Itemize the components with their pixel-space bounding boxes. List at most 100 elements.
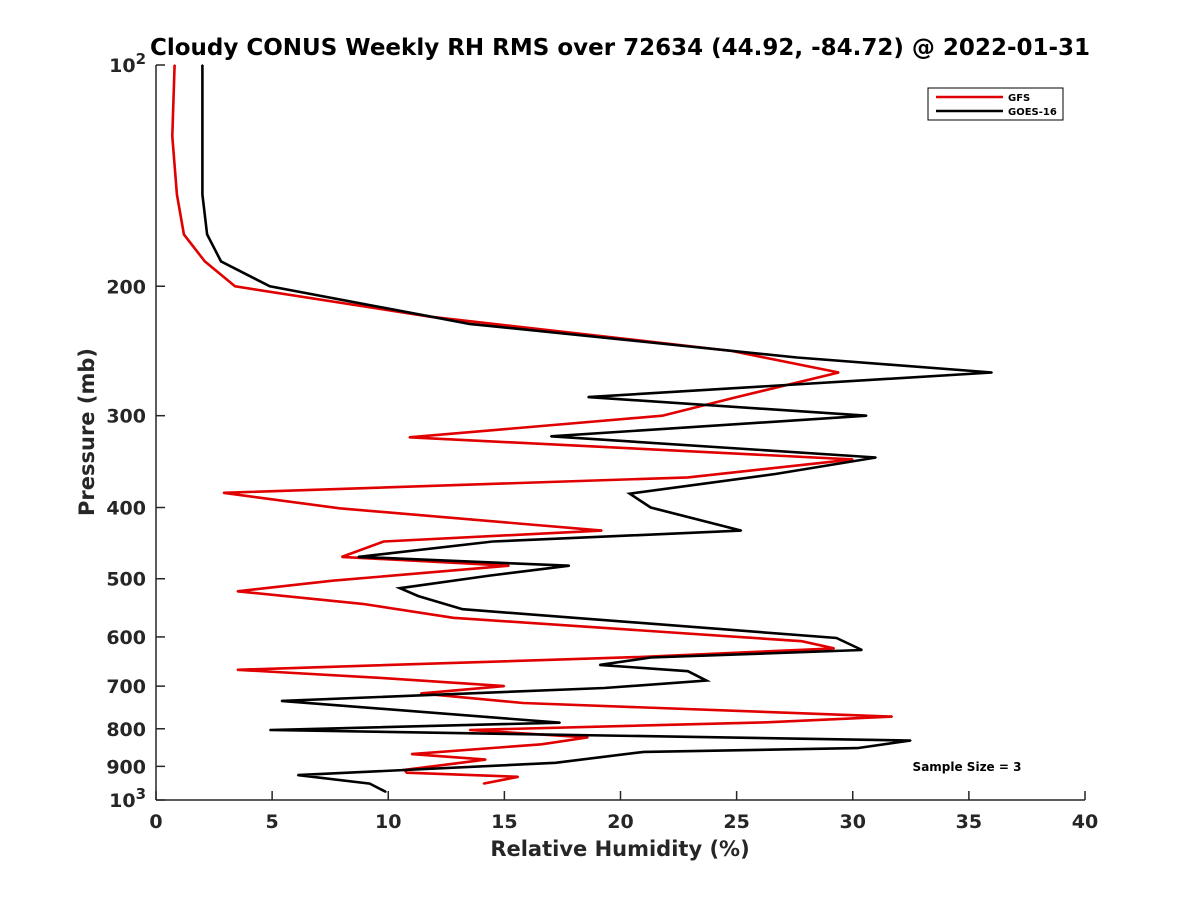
data-point-goes-16-0 — [201, 64, 204, 66]
data-point-goes-16-32 — [559, 721, 561, 724]
x-tick-label: 35 — [956, 811, 982, 833]
data-point-goes-16-24 — [835, 637, 838, 639]
data-point-goes-16-28 — [687, 670, 689, 672]
data-point-gfs-32 — [891, 715, 893, 718]
data-point-gfs-25 — [833, 647, 835, 650]
data-point-gfs-27 — [236, 669, 239, 671]
data-point-gfs-4 — [204, 260, 206, 263]
data-point-gfs-0 — [173, 64, 176, 66]
x-tick-label: 0 — [149, 811, 162, 833]
data-point-gfs-34 — [468, 729, 471, 731]
legend: GFS GOES-16 — [927, 87, 1064, 121]
data-point-gfs-20 — [331, 579, 334, 582]
y-tick-label: 300 — [106, 406, 146, 428]
series-gfs — [170, 64, 893, 785]
data-point-gfs-21 — [236, 590, 239, 593]
data-point-goes-16-26 — [649, 656, 652, 659]
data-point-goes-16-19 — [568, 564, 571, 567]
sample-size-annotation: Sample Size = 3 — [913, 760, 1022, 774]
data-point-goes-16-37 — [554, 762, 557, 764]
data-point-gfs-8 — [838, 371, 840, 374]
x-axis-ticks: 0 5 10 15 20 25 30 35 40 — [149, 791, 1098, 833]
data-point-gfs-41 — [517, 776, 520, 778]
y-tick-label: 400 — [106, 498, 146, 520]
data-point-gfs-13 — [687, 476, 689, 479]
x-tick-label: 25 — [723, 811, 749, 833]
data-point-goes-16-14 — [629, 492, 631, 495]
data-point-goes-16-16 — [740, 529, 743, 532]
data-point-gfs-29 — [503, 685, 506, 687]
data-point-gfs-17 — [382, 540, 385, 543]
data-point-goes-16-10 — [865, 414, 868, 417]
data-point-goes-16-34 — [910, 739, 912, 742]
legend-box — [927, 87, 1064, 121]
y-tick-label: 700 — [106, 676, 146, 698]
data-point-gfs-31 — [522, 702, 524, 704]
data-point-goes-16-33 — [269, 729, 271, 731]
series-line-goes-16 — [201, 65, 993, 794]
data-point-gfs-37 — [410, 753, 413, 755]
data-point-goes-16-13 — [775, 473, 777, 475]
data-point-goes-16-15 — [649, 506, 652, 509]
y-tick-label: 200 — [106, 276, 146, 298]
y-tick-label: 900 — [106, 756, 146, 778]
data-point-goes-16-7 — [796, 356, 798, 359]
chart-title: Cloudy CONUS Weekly RH RMS over 72634 (4… — [150, 35, 1090, 61]
data-point-gfs-30 — [420, 692, 422, 695]
series-goes-16 — [201, 64, 993, 794]
data-point-goes-16-9 — [587, 396, 589, 398]
data-point-goes-16-2 — [201, 193, 204, 196]
data-point-gfs-10 — [661, 414, 664, 417]
data-point-gfs-18 — [341, 556, 343, 558]
series-line-gfs — [170, 64, 893, 785]
data-point-goes-16-1 — [201, 135, 204, 137]
series-layer — [170, 64, 993, 794]
data-point-goes-16-23 — [461, 608, 464, 610]
x-tick-label: 30 — [840, 811, 866, 833]
data-point-goes-16-8 — [991, 371, 993, 374]
legend-label-gfs: GFS — [1008, 93, 1030, 104]
y-axis-ticks: 102 200 300 400 500 600 700 800 900 103 — [106, 50, 165, 812]
data-point-gfs-38 — [485, 758, 487, 761]
y-tick-label: 500 — [106, 569, 146, 591]
data-point-gfs-11 — [408, 436, 411, 439]
data-point-goes-16-4 — [220, 260, 222, 263]
data-point-gfs-15 — [338, 507, 341, 510]
data-point-goes-16-20 — [489, 574, 492, 577]
data-point-gfs-2 — [176, 193, 178, 196]
data-point-goes-16-35 — [856, 747, 859, 749]
data-point-gfs-42 — [482, 782, 485, 785]
data-point-gfs-16 — [601, 529, 603, 532]
data-point-goes-16-36 — [642, 751, 645, 753]
data-point-gfs-33 — [766, 721, 768, 724]
x-tick-label: 5 — [266, 811, 279, 833]
data-point-gfs-12 — [852, 458, 854, 461]
data-point-gfs-28 — [378, 677, 380, 679]
data-point-gfs-36 — [540, 743, 543, 746]
data-point-goes-16-25 — [861, 649, 863, 651]
data-point-gfs-14 — [222, 492, 225, 494]
data-point-gfs-1 — [171, 135, 174, 137]
data-point-goes-16-22 — [417, 595, 420, 597]
data-point-gfs-23 — [452, 617, 455, 619]
data-point-gfs-40 — [406, 771, 408, 774]
data-point-gfs-26 — [638, 656, 640, 658]
data-point-goes-16-40 — [385, 791, 387, 793]
data-point-goes-16-18 — [357, 556, 359, 558]
data-point-goes-16-6 — [468, 323, 471, 325]
data-point-goes-16-31 — [280, 700, 283, 702]
x-tick-label: 10 — [375, 811, 401, 833]
data-point-gfs-22 — [361, 603, 364, 605]
x-tick-label: 40 — [1072, 811, 1098, 833]
x-axis-label: Relative Humidity (%) — [490, 837, 749, 861]
data-point-gfs-3 — [183, 233, 185, 236]
data-point-goes-16-39 — [368, 782, 371, 785]
data-point-goes-16-30 — [603, 687, 605, 689]
y-tick-label: 103 — [109, 785, 146, 812]
data-point-gfs-5 — [234, 285, 236, 288]
x-tick-label: 20 — [607, 811, 633, 833]
x-tick-label: 15 — [491, 811, 517, 833]
data-point-goes-16-27 — [598, 664, 601, 666]
y-tick-label: 800 — [106, 719, 146, 741]
data-point-gfs-19 — [508, 564, 510, 567]
